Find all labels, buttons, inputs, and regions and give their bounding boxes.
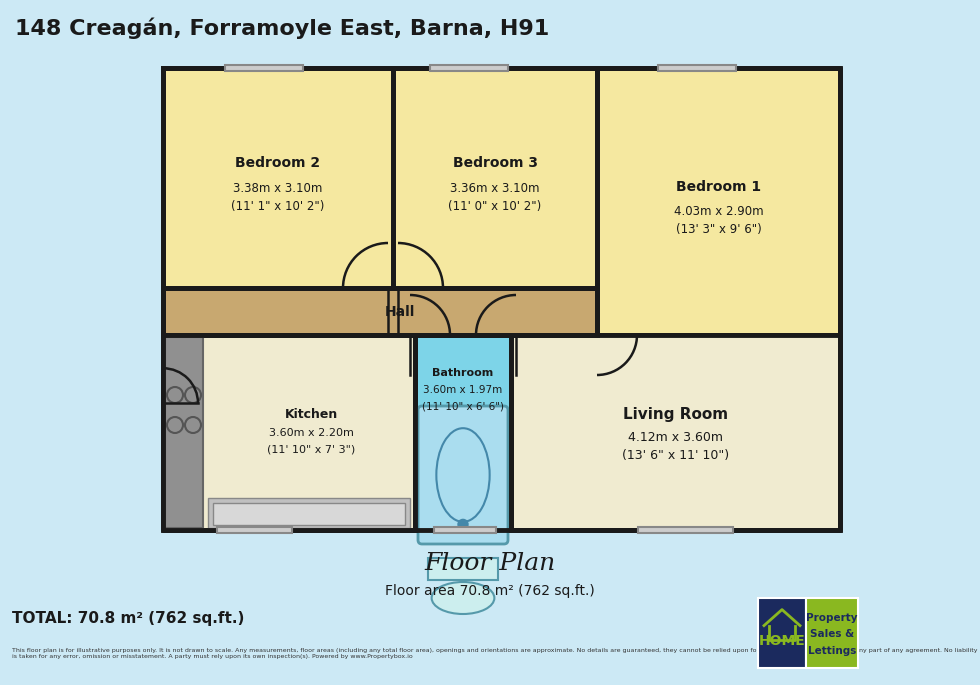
Text: Lettings: Lettings — [808, 646, 857, 656]
Circle shape — [458, 519, 468, 530]
Text: Kitchen: Kitchen — [284, 408, 338, 421]
Text: Floor Plan: Floor Plan — [424, 551, 556, 575]
FancyBboxPatch shape — [418, 406, 508, 544]
Text: Property: Property — [807, 612, 858, 623]
Bar — [434, 527, 496, 533]
Text: (13' 6" x 11' 10"): (13' 6" x 11' 10") — [622, 449, 729, 462]
Bar — [165, 337, 203, 528]
Text: Bathroom: Bathroom — [432, 368, 494, 378]
Text: (11' 1" x 10' 2"): (11' 1" x 10' 2") — [231, 199, 324, 212]
Bar — [415, 335, 511, 530]
Text: Sales &: Sales & — [809, 630, 854, 639]
Text: 4.12m x 3.60m: 4.12m x 3.60m — [628, 431, 723, 444]
Text: TOTAL: 70.8 m² (762 sq.ft.): TOTAL: 70.8 m² (762 sq.ft.) — [12, 610, 244, 625]
Text: 148 Creagán, Forramoyle East, Barna, H91: 148 Creagán, Forramoyle East, Barna, H91 — [15, 17, 549, 39]
Text: 3.60m x 2.20m: 3.60m x 2.20m — [269, 427, 354, 438]
Bar — [658, 65, 736, 71]
Text: (11' 0" x 10' 2"): (11' 0" x 10' 2") — [449, 199, 542, 212]
Text: (13' 3" x 9' 6"): (13' 3" x 9' 6") — [675, 223, 761, 236]
Bar — [225, 65, 303, 71]
Bar — [163, 288, 597, 335]
Text: 4.03m x 2.90m: 4.03m x 2.90m — [673, 205, 763, 218]
Text: 3.38m x 3.10m: 3.38m x 3.10m — [233, 182, 322, 195]
Text: (11' 10" x 7' 3"): (11' 10" x 7' 3") — [267, 445, 355, 455]
Text: Living Room: Living Room — [623, 407, 728, 422]
Bar — [806, 598, 858, 668]
Bar — [163, 68, 393, 288]
Bar — [758, 598, 806, 668]
Text: Hall: Hall — [385, 305, 416, 319]
Ellipse shape — [431, 582, 494, 614]
Text: HOME: HOME — [759, 634, 806, 649]
Ellipse shape — [436, 428, 490, 522]
Bar — [511, 335, 840, 530]
Text: Floor area 70.8 m² (762 sq.ft.): Floor area 70.8 m² (762 sq.ft.) — [385, 584, 595, 598]
Text: (11' 10" x 6' 6"): (11' 10" x 6' 6") — [422, 401, 504, 411]
Bar — [208, 498, 410, 528]
Text: Bedroom 3: Bedroom 3 — [453, 156, 537, 170]
Bar — [213, 503, 405, 525]
Bar — [428, 558, 498, 580]
Bar — [163, 335, 415, 530]
Bar — [430, 65, 508, 71]
Text: Bedroom 2: Bedroom 2 — [235, 156, 320, 170]
Bar — [597, 68, 840, 335]
Text: Bedroom 1: Bedroom 1 — [676, 179, 761, 193]
Text: This floor plan is for illustrative purposes only. It is not drawn to scale. Any: This floor plan is for illustrative purp… — [12, 648, 977, 659]
Bar — [638, 527, 733, 533]
Bar — [217, 527, 292, 533]
Text: 3.36m x 3.10m: 3.36m x 3.10m — [450, 182, 540, 195]
Bar — [393, 68, 597, 288]
Text: 3.60m x 1.97m: 3.60m x 1.97m — [423, 385, 503, 395]
